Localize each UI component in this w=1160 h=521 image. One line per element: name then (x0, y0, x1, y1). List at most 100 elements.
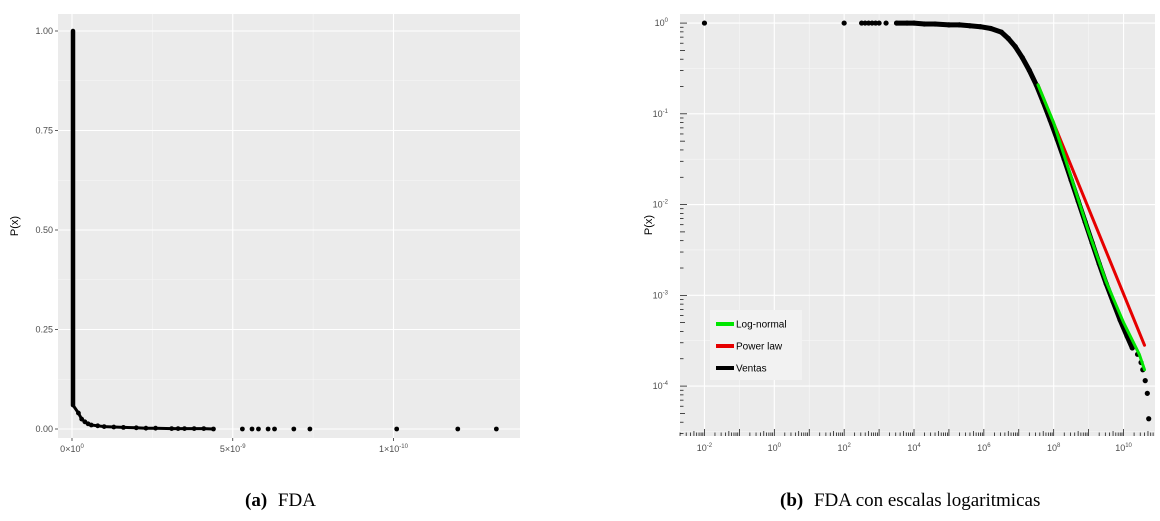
ventas-point (1005, 35, 1011, 42)
chart-a-y-axis-label: P(x) (9, 216, 21, 236)
data-point (169, 426, 175, 432)
y-tick-base: 10 (653, 200, 663, 210)
data-point (256, 426, 261, 432)
data-point (239, 426, 245, 432)
x-tick-exponent: 8 (1057, 443, 1061, 449)
x-tick-label: 1×10-10 (379, 444, 409, 454)
ventas-point (904, 20, 910, 26)
ventas-point (876, 20, 882, 26)
x-tick-base: 10 (1115, 443, 1125, 453)
chart-b-gridlines (680, 14, 1155, 436)
x-tick-exponent: 4 (917, 443, 921, 449)
x-tick-base: 10 (697, 443, 707, 453)
y-tick-base: 10 (655, 18, 665, 28)
chart-b-axis-ticks: 10-2 100 102 104 106 108 101010010-110-210-310… (653, 18, 1154, 453)
y-tick-base: 10 (653, 290, 663, 300)
y-tick-base: 10 (653, 109, 663, 119)
ventas-point (1144, 390, 1150, 396)
ventas-point (977, 24, 983, 30)
ventas-point (946, 22, 952, 28)
ventas-point (967, 23, 973, 29)
chart-a-plot-background (58, 14, 520, 438)
y-tick-base: 10 (653, 381, 663, 391)
x-tick-label: 1010 (1115, 443, 1132, 453)
y-tick-label: 0.25 (35, 325, 53, 335)
data-point (182, 426, 187, 432)
data-point (307, 426, 313, 432)
x-tick-mantissa: 0 (60, 444, 65, 454)
chart-b-marks (701, 20, 1152, 422)
x-tick-times: ×10 (384, 444, 399, 454)
x-tick-label: 102 (837, 443, 851, 453)
chart-b-legend: Log-normal Power law Ventas (710, 310, 802, 380)
data-point (191, 426, 197, 432)
x-tick-exponent: -9 (240, 444, 246, 450)
x-tick-times: ×10 (65, 444, 80, 454)
ventas-point (1146, 416, 1152, 422)
y-tick-exponent: -4 (663, 381, 669, 387)
ventas-point (932, 21, 938, 27)
ventas-point (883, 20, 889, 26)
ventas-point (841, 20, 847, 26)
x-tick-exponent: 6 (987, 443, 991, 449)
chart-b: 10-2 100 102 104 106 108 101010010-110-210-310… (643, 14, 1155, 453)
data-point (101, 424, 107, 430)
data-point (133, 425, 139, 431)
y-tick-exponent: -1 (663, 109, 669, 115)
data-point (175, 426, 181, 432)
caption-a: (a) FDA (245, 490, 316, 511)
data-point (88, 422, 94, 428)
caption-a-text: FDA (278, 490, 316, 511)
data-point (111, 424, 117, 430)
y-tick-label: 0.50 (35, 225, 53, 235)
y-tick-exponent: 0 (665, 18, 669, 24)
y-tick-label: 1.00 (35, 26, 53, 36)
x-tick-exponent: 0 (778, 443, 782, 449)
data-point (211, 426, 216, 432)
data-point (153, 425, 158, 431)
chart-a: 0.000.250.500.751.000×100 5×10-9 1×10-10 P… (9, 14, 520, 454)
data-point (455, 426, 461, 432)
x-tick-label: 0×100 (60, 444, 84, 454)
x-tick-base: 10 (1047, 443, 1057, 453)
data-point (249, 426, 255, 432)
caption-b-prefix: (b) (780, 490, 803, 511)
ventas-point (921, 21, 928, 27)
data-point (76, 410, 81, 416)
x-tick-exponent: -2 (707, 443, 713, 449)
x-tick-label: 108 (1047, 443, 1061, 453)
x-tick-exponent: 0 (80, 444, 84, 450)
y-tick-label: 10-3 (653, 290, 669, 300)
ventas-point (701, 20, 708, 26)
y-tick-label: 10-2 (653, 200, 669, 210)
ventas-point (911, 20, 917, 26)
x-tick-label: 104 (907, 443, 921, 453)
ventas-point (1129, 345, 1135, 351)
caption-b: (b) FDA con escalas logaritmicas (780, 490, 1040, 511)
data-point (272, 426, 277, 432)
y-tick-exponent: -3 (663, 290, 669, 296)
ventas-point (956, 22, 963, 28)
legend-label: Log-normal (736, 320, 787, 331)
data-point (265, 426, 271, 432)
x-tick-base: 10 (907, 443, 917, 453)
y-tick-label: 0.75 (35, 126, 53, 136)
ventas-point (1026, 67, 1032, 73)
log-normal-line (1036, 83, 1147, 372)
x-tick-exponent: -10 (399, 444, 408, 450)
x-tick-exponent: 10 (1125, 443, 1132, 449)
x-tick-base: 10 (837, 443, 847, 453)
data-point (394, 426, 400, 432)
ventas-point (1019, 54, 1025, 61)
caption-b-text: FDA con escalas logaritmicas (814, 490, 1040, 511)
ventas-point (988, 25, 994, 32)
legend-label: Ventas (736, 364, 767, 375)
ventas-point (998, 29, 1004, 35)
y-tick-label: 10-4 (653, 381, 669, 391)
data-point (291, 426, 297, 432)
x-tick-label: 100 (768, 443, 782, 453)
x-tick-label: 5×10-9 (220, 444, 246, 454)
chart-a-marks (70, 28, 499, 432)
x-tick-label: 10-2 (697, 443, 713, 453)
